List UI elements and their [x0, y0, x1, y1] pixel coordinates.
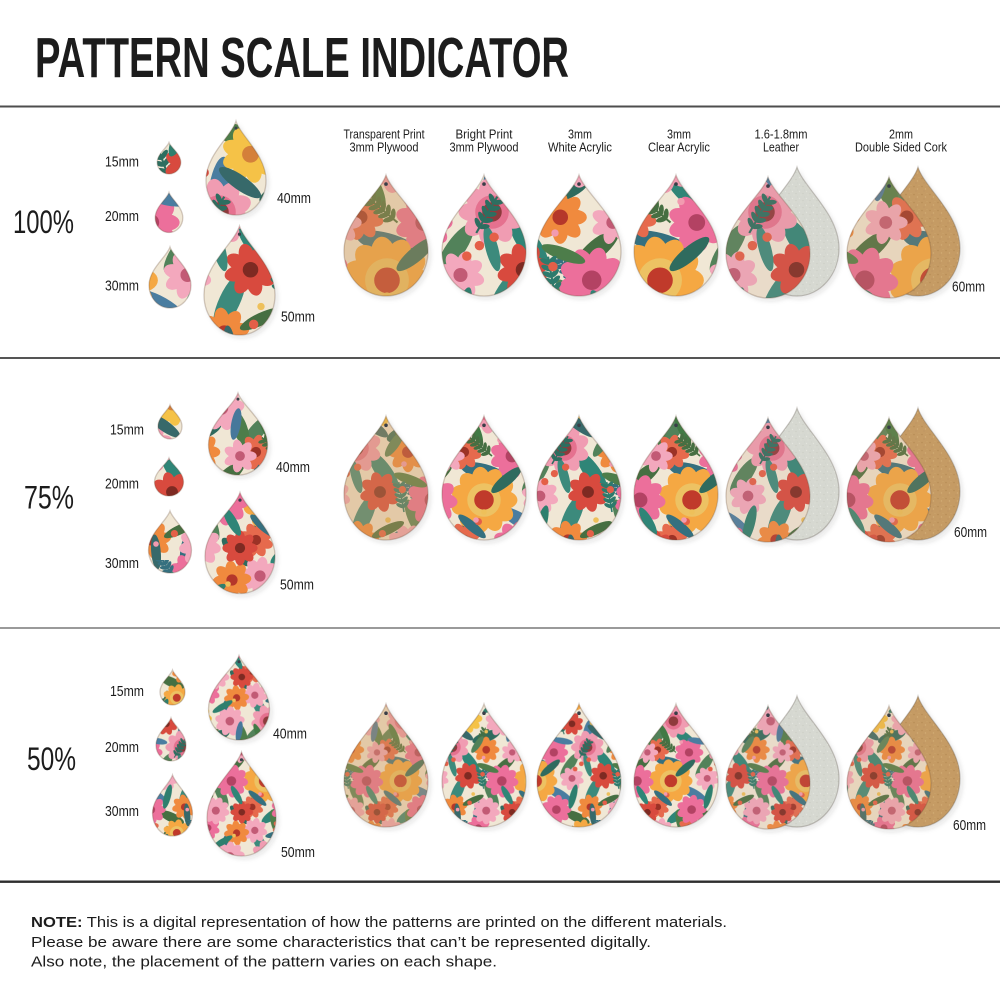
svg-text:50mm: 50mm [281, 309, 315, 326]
svg-text:Also note, the placement of th: Also note, the placement of the pattern … [31, 954, 497, 971]
svg-text:NOTE: This is a digital repres: NOTE: This is a digital representation o… [31, 914, 727, 931]
svg-text:100%: 100% [13, 204, 74, 240]
svg-text:40mm: 40mm [273, 726, 307, 743]
svg-text:50mm: 50mm [280, 577, 314, 594]
svg-text:15mm: 15mm [110, 422, 144, 439]
svg-text:75%: 75% [24, 480, 74, 516]
svg-text:20mm: 20mm [105, 739, 139, 756]
svg-text:15mm: 15mm [105, 154, 139, 171]
svg-text:60mm: 60mm [953, 817, 986, 834]
svg-text:3mm Plywood: 3mm Plywood [450, 140, 519, 155]
svg-text:20mm: 20mm [105, 476, 139, 493]
svg-text:15mm: 15mm [110, 683, 144, 700]
svg-text:Please be aware there are some: Please be aware there are some character… [31, 934, 651, 951]
svg-text:2mm: 2mm [889, 127, 913, 142]
svg-text:30mm: 30mm [105, 803, 139, 820]
svg-text:60mm: 60mm [952, 279, 985, 296]
svg-text:Leather: Leather [763, 140, 800, 155]
svg-text:40mm: 40mm [277, 190, 311, 207]
svg-text:3mm: 3mm [568, 127, 592, 142]
svg-text:40mm: 40mm [276, 459, 310, 476]
svg-text:Clear Acrylic: Clear Acrylic [648, 140, 710, 155]
svg-text:30mm: 30mm [105, 278, 139, 295]
svg-text:Transparent Print: Transparent Print [344, 127, 425, 142]
svg-text:Bright Print: Bright Print [456, 127, 513, 142]
svg-text:Double Sided Cork: Double Sided Cork [855, 140, 947, 155]
svg-text:50mm: 50mm [281, 844, 315, 861]
svg-text:50%: 50% [27, 741, 76, 777]
svg-text:20mm: 20mm [105, 208, 139, 225]
svg-text:3mm: 3mm [667, 127, 691, 142]
svg-text:3mm Plywood: 3mm Plywood [350, 140, 419, 155]
svg-text:30mm: 30mm [105, 555, 139, 572]
svg-text:1.6-1.8mm: 1.6-1.8mm [755, 127, 808, 142]
svg-text:60mm: 60mm [954, 524, 987, 541]
svg-text:PATTERN SCALE INDICATOR: PATTERN SCALE INDICATOR [35, 26, 569, 90]
svg-text:White Acrylic: White Acrylic [548, 140, 612, 155]
